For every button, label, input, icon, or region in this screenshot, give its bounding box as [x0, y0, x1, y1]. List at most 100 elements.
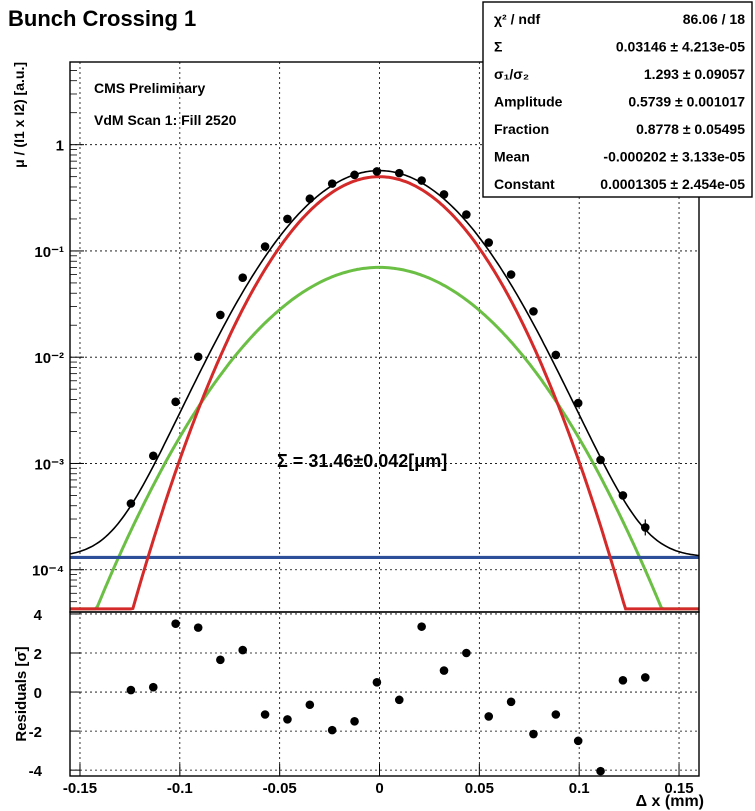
residual-point [126, 685, 136, 695]
residual-point [484, 712, 494, 721]
main-data-points [126, 167, 650, 536]
residual-point [372, 677, 382, 687]
stats-row-label: σ₁/σ₂ [494, 66, 529, 82]
residual-point [283, 715, 292, 724]
data-point [640, 523, 650, 532]
main-plot-panel: 1 10⁻¹ 10⁻² 10⁻³ 10⁻⁴ μ / (I1 x I2) [a.u.] C… [11, 61, 700, 613]
stats-row-value: 1.293 ± 0.09057 [644, 66, 745, 82]
fit-curves [69, 169, 700, 611]
stats-box-frame [482, 1, 753, 198]
stats-row-value: 0.5739 ± 0.001017 [628, 94, 745, 110]
main-y-tick-label: 10⁻¹ [34, 244, 64, 261]
data-point [260, 242, 270, 251]
residual-point [327, 725, 337, 735]
residual-point [305, 700, 315, 710]
residual-point [573, 736, 583, 746]
residuals-plot-panel: 4 2 0 -2 -4 -0.15 -0.1 -0.05 0 0.05 0.1 0.15 Resid… [13, 607, 704, 810]
data-point [216, 310, 225, 320]
residuals-y-ticks: 4 2 0 -2 -4 [29, 607, 80, 780]
data-point [573, 398, 583, 408]
data-point [529, 307, 538, 316]
residual-point [171, 619, 180, 629]
data-point [171, 397, 180, 407]
residual-point [260, 710, 270, 719]
x-tick-label: 0.1 [569, 780, 590, 797]
x-tick-label: 0.05 [465, 780, 494, 797]
x-ticks: -0.15 -0.1 -0.05 0 0.05 0.1 0.15 [63, 764, 694, 797]
data-point [193, 352, 203, 362]
x-tick-label: -0.05 [263, 780, 297, 797]
stats-row-value: 86.06 / 18 [683, 11, 745, 27]
residuals-grid [70, 612, 699, 776]
data-point [417, 176, 426, 185]
data-point [618, 491, 628, 500]
data-point [238, 273, 248, 282]
res-y-tick-label: 4 [34, 607, 43, 624]
residual-point [640, 673, 650, 682]
stats-row-value: 0.03146 ± 4.213e-05 [616, 39, 745, 55]
residuals-data-points [126, 619, 650, 776]
res-y-tick-label: 2 [34, 646, 42, 663]
residual-point [350, 717, 359, 726]
stats-row-label: Mean [494, 149, 530, 165]
sigma-annotation: Σ = 31.46±0.042[μm] [277, 451, 447, 471]
stats-row-label: χ² / ndf [494, 11, 540, 27]
data-point [148, 451, 158, 461]
residual-point [193, 623, 203, 632]
data-point [551, 350, 561, 360]
total-fit-curve [69, 169, 700, 557]
residual-point [551, 710, 561, 719]
main-y-ticks: 1 10⁻¹ 10⁻² 10⁻³ 10⁻⁴ [32, 61, 84, 613]
main-y-tick-label: 10⁻³ [34, 456, 64, 473]
x-tick-label: 0 [375, 780, 383, 797]
data-point [327, 179, 337, 188]
residual-point [462, 648, 471, 658]
cms-label: CMS Preliminary [94, 80, 205, 96]
chart-title: Bunch Crossing 1 [8, 6, 196, 31]
stats-row-label: Amplitude [494, 94, 563, 110]
residual-point [506, 697, 516, 707]
x-tick-label: -0.15 [63, 780, 97, 797]
data-point [394, 168, 404, 178]
data-point [126, 499, 136, 508]
wide-gaussian-curve [70, 265, 699, 611]
residual-point [529, 729, 538, 739]
x-axis-label: Δ x (mm) [636, 793, 704, 810]
x-tick-label: 0.15 [664, 780, 693, 797]
residual-point [618, 676, 628, 685]
res-y-tick-label: -4 [29, 763, 43, 780]
residuals-y-axis-label: Residuals [σ] [13, 646, 30, 741]
data-point [462, 210, 471, 219]
main-y-tick-label: 1 [56, 138, 64, 155]
data-point [439, 190, 449, 199]
residual-point [216, 655, 225, 665]
data-point [484, 238, 494, 247]
residual-point [148, 682, 158, 692]
narrow-gaussian-curve [70, 175, 699, 611]
data-point [350, 170, 359, 180]
stats-row-label: Σ [494, 39, 502, 55]
data-point [305, 194, 315, 204]
scan-label: VdM Scan 1: Fill 2520 [94, 112, 237, 128]
residuals-frame [69, 611, 700, 777]
data-point [596, 455, 605, 465]
res-y-tick-label: 0 [34, 685, 42, 702]
fit-stats-box: χ² / ndf 86.06 / 18 Σ 0.03146 ± 4.213e-05 σ₁… [482, 1, 753, 198]
stats-row-label: Constant [494, 176, 555, 192]
data-point [283, 214, 292, 224]
data-point [372, 167, 382, 176]
residual-point [439, 666, 449, 675]
residual-point [394, 695, 404, 705]
stats-row-value: -0.000202 ± 3.133e-05 [603, 149, 745, 165]
residual-point [596, 766, 605, 776]
main-y-tick-label: 10⁻⁴ [32, 563, 64, 580]
data-point [506, 270, 516, 279]
stats-row-label: Fraction [494, 121, 549, 137]
residual-point [417, 622, 426, 631]
res-y-tick-label: -2 [29, 724, 42, 741]
stats-row-value: 0.0001305 ± 2.454e-05 [600, 176, 745, 192]
residual-point [238, 645, 248, 655]
stats-row-value: 0.8778 ± 0.05495 [636, 121, 745, 137]
main-y-tick-label: 10⁻² [34, 350, 64, 367]
